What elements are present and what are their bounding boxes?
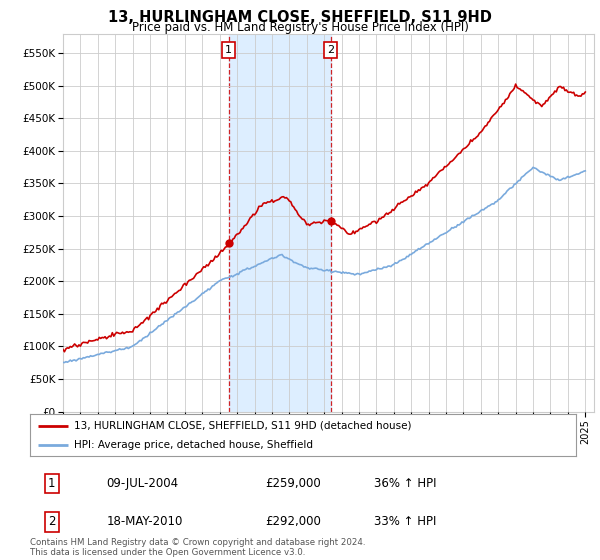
Text: £292,000: £292,000	[265, 515, 320, 528]
Text: 33% ↑ HPI: 33% ↑ HPI	[374, 515, 436, 528]
Text: Price paid vs. HM Land Registry's House Price Index (HPI): Price paid vs. HM Land Registry's House …	[131, 21, 469, 34]
Text: HPI: Average price, detached house, Sheffield: HPI: Average price, detached house, Shef…	[74, 440, 313, 450]
Text: 2: 2	[327, 45, 334, 55]
Bar	[229, 34, 331, 412]
Text: 13, HURLINGHAM CLOSE, SHEFFIELD, S11 9HD (detached house): 13, HURLINGHAM CLOSE, SHEFFIELD, S11 9HD…	[74, 421, 411, 431]
Text: 1: 1	[225, 45, 232, 55]
Text: 36% ↑ HPI: 36% ↑ HPI	[374, 477, 436, 490]
Text: 2: 2	[48, 515, 56, 528]
Text: £259,000: £259,000	[265, 477, 320, 490]
Text: Contains HM Land Registry data © Crown copyright and database right 2024.
This d: Contains HM Land Registry data © Crown c…	[30, 538, 365, 557]
Text: 09-JUL-2004: 09-JUL-2004	[106, 477, 179, 490]
Text: 1: 1	[48, 477, 56, 490]
Text: 18-MAY-2010: 18-MAY-2010	[106, 515, 183, 528]
Text: 13, HURLINGHAM CLOSE, SHEFFIELD, S11 9HD: 13, HURLINGHAM CLOSE, SHEFFIELD, S11 9HD	[108, 10, 492, 25]
